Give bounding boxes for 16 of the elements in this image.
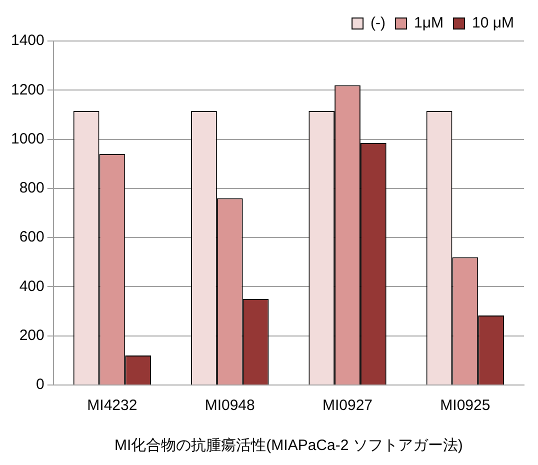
y-tick-label: 800 (19, 180, 44, 197)
x-axis-title: MI化合物の抗腫瘍活性(MIAPaCa-2 ソフトアガー法) (114, 437, 463, 454)
y-tick-label: 400 (19, 278, 44, 295)
y-tick-label: 1200 (10, 81, 44, 98)
y-tick-label: 0 (36, 376, 44, 394)
y-tick-label: 200 (19, 327, 44, 344)
x-tick-label: MI0948 (204, 397, 255, 414)
legend-label: (-) (370, 14, 386, 32)
y-tick-label: 1000 (10, 130, 44, 148)
x-tick-label: MI0925 (440, 397, 490, 414)
legend-label: 1μM (414, 14, 444, 32)
x-tick-label: MI4232 (87, 397, 138, 414)
y-tick-label: 600 (19, 228, 44, 246)
x-tick-label: MI0927 (322, 397, 373, 414)
y-tick-label: 1400 (10, 32, 44, 50)
legend-label: 10 μM (472, 14, 514, 32)
